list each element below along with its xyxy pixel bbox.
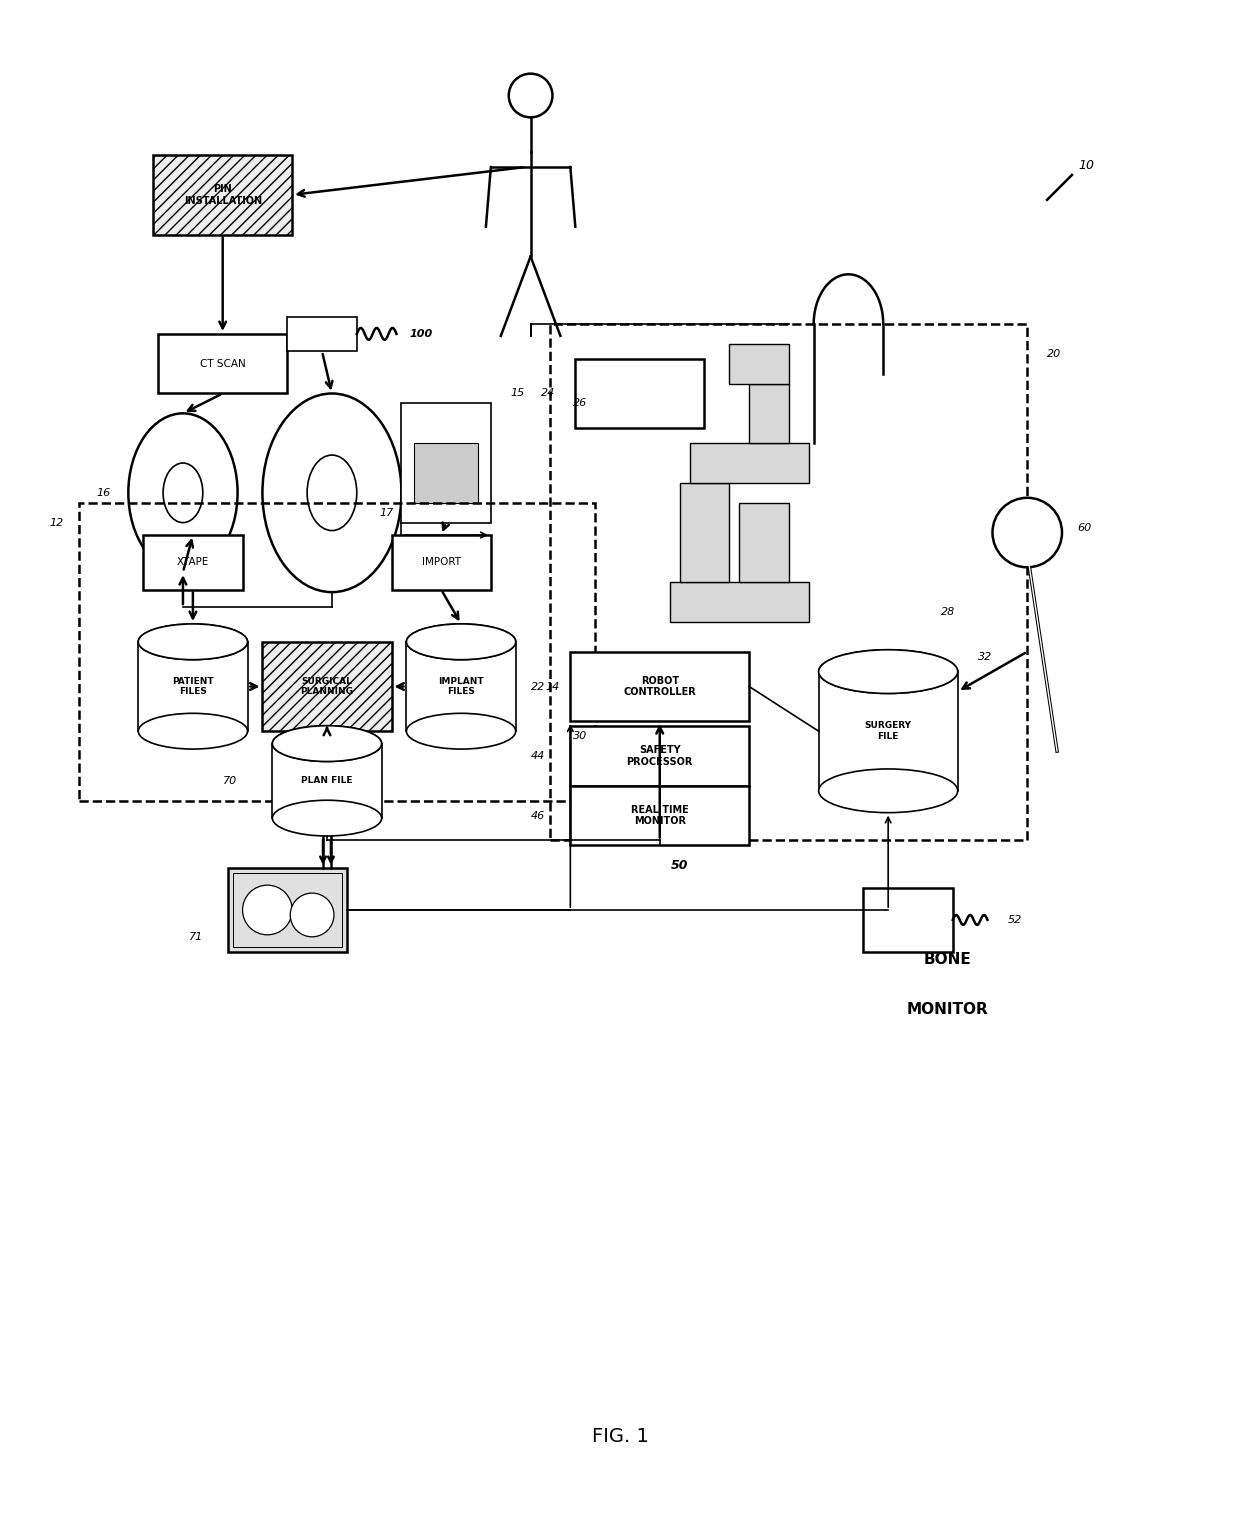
Text: PATIENT
FILES: PATIENT FILES [172, 677, 213, 697]
Bar [749, 383, 789, 443]
Circle shape [992, 497, 1061, 567]
Bar [570, 651, 749, 721]
Bar [414, 443, 479, 503]
Text: 46: 46 [531, 811, 546, 821]
Circle shape [290, 893, 334, 937]
Text: 50: 50 [671, 859, 688, 872]
Ellipse shape [407, 713, 516, 748]
Text: 71: 71 [188, 932, 203, 943]
Text: PIN
INSTALLATION: PIN INSTALLATION [184, 184, 262, 205]
Text: 15: 15 [511, 388, 525, 399]
Bar [392, 535, 491, 590]
Text: 60: 60 [1076, 523, 1091, 532]
Text: 28: 28 [941, 607, 955, 618]
Ellipse shape [818, 649, 957, 694]
Text: CT SCAN: CT SCAN [200, 359, 246, 368]
Text: IMPORT: IMPORT [422, 557, 461, 567]
Bar [159, 335, 288, 394]
Ellipse shape [407, 624, 516, 660]
Bar [570, 786, 749, 846]
Bar [288, 316, 357, 351]
Text: SURGICAL
PLANNING: SURGICAL PLANNING [300, 677, 353, 697]
Bar [138, 642, 248, 732]
Ellipse shape [128, 414, 238, 572]
Text: 17: 17 [379, 508, 394, 517]
Text: 10: 10 [1079, 158, 1095, 172]
Bar [739, 503, 789, 583]
Text: 32: 32 [977, 651, 992, 662]
Bar [575, 359, 704, 429]
Bar [680, 482, 729, 583]
Ellipse shape [263, 394, 402, 592]
Bar [233, 873, 342, 948]
Text: PLAN FILE: PLAN FILE [301, 776, 352, 785]
Ellipse shape [138, 624, 248, 660]
Text: XTAPE: XTAPE [177, 557, 210, 567]
Text: MONITOR: MONITOR [906, 1002, 988, 1018]
Bar [863, 888, 952, 952]
Bar [818, 672, 957, 791]
Text: SURGERY
FILE: SURGERY FILE [864, 721, 911, 741]
Bar [729, 344, 789, 383]
Text: FIG. 1: FIG. 1 [591, 1427, 649, 1446]
Bar [154, 155, 293, 234]
Text: 24: 24 [541, 388, 556, 399]
Text: 14: 14 [546, 681, 559, 692]
Bar [273, 744, 382, 818]
Text: REAL TIME
MONITOR: REAL TIME MONITOR [631, 805, 688, 826]
Text: 100: 100 [409, 329, 433, 339]
Bar [144, 535, 243, 590]
Text: 30: 30 [573, 732, 588, 741]
Bar [228, 868, 347, 952]
Ellipse shape [273, 726, 382, 762]
Bar [263, 642, 392, 732]
Ellipse shape [818, 649, 957, 694]
Text: 12: 12 [50, 517, 63, 528]
Text: IMPLANT
FILES: IMPLANT FILES [438, 677, 484, 697]
Bar [402, 403, 491, 523]
Bar [407, 642, 516, 732]
Ellipse shape [273, 800, 382, 837]
Text: SAFETY
PROCESSOR: SAFETY PROCESSOR [626, 745, 693, 767]
Ellipse shape [308, 455, 357, 531]
Text: 70: 70 [223, 776, 238, 786]
Bar [670, 583, 808, 622]
Ellipse shape [407, 624, 516, 660]
Text: 16: 16 [97, 488, 110, 497]
Text: 20: 20 [1047, 348, 1061, 359]
Text: BONE: BONE [924, 952, 972, 967]
Ellipse shape [138, 713, 248, 748]
Ellipse shape [164, 462, 203, 523]
Text: 52: 52 [1007, 916, 1022, 925]
Text: 22: 22 [531, 681, 546, 692]
Text: 26: 26 [573, 399, 588, 409]
Circle shape [243, 885, 293, 935]
Bar [689, 443, 808, 482]
Ellipse shape [818, 770, 957, 812]
Ellipse shape [138, 624, 248, 660]
Bar [570, 726, 749, 786]
Bar [551, 324, 1027, 841]
Bar [78, 503, 595, 800]
Ellipse shape [273, 726, 382, 762]
Circle shape [508, 73, 553, 117]
Text: ROBOT
CONTROLLER: ROBOT CONTROLLER [624, 675, 696, 697]
Text: 44: 44 [531, 751, 546, 760]
